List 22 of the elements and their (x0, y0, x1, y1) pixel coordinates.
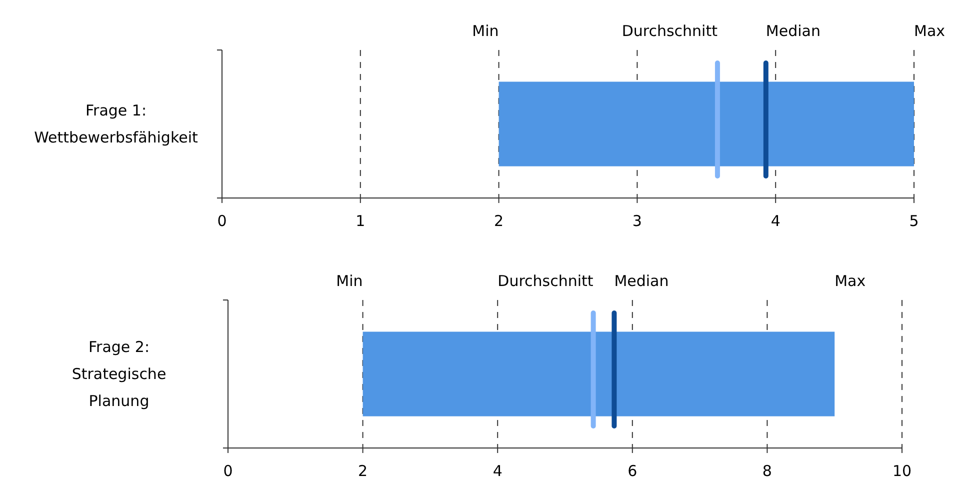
ref-line-label: Durchschnitt (498, 272, 594, 290)
x-tick-label: 5 (909, 212, 919, 230)
x-tick-label: 6 (628, 462, 638, 480)
x-tick-label: 8 (762, 462, 772, 480)
x-tick-label: 0 (217, 212, 227, 230)
x-tick-label: 2 (494, 212, 504, 230)
y-tick-label: Frage 2: Strategische Planung (72, 338, 166, 410)
x-tick-label: 4 (770, 212, 780, 230)
text: Min (472, 22, 499, 40)
ref-line-label: Durchschnitt (622, 22, 718, 40)
x-tick-label: 4 (492, 462, 502, 480)
y-tick-label: Frage 1: Wettbewerbsfähigkeit (34, 102, 198, 146)
text: Max (834, 272, 866, 290)
ref-line-label: Median (614, 272, 669, 290)
x-tick-label: 0 (223, 462, 233, 480)
text: Max (914, 22, 946, 40)
x-tick-label: 10 (892, 462, 912, 480)
x-tick-label: 3 (632, 212, 642, 230)
ref-line-label: Median (766, 22, 820, 40)
x-tick-label: 1 (356, 212, 366, 230)
x-tick-label: 2 (358, 462, 368, 480)
text: Min (336, 272, 363, 290)
